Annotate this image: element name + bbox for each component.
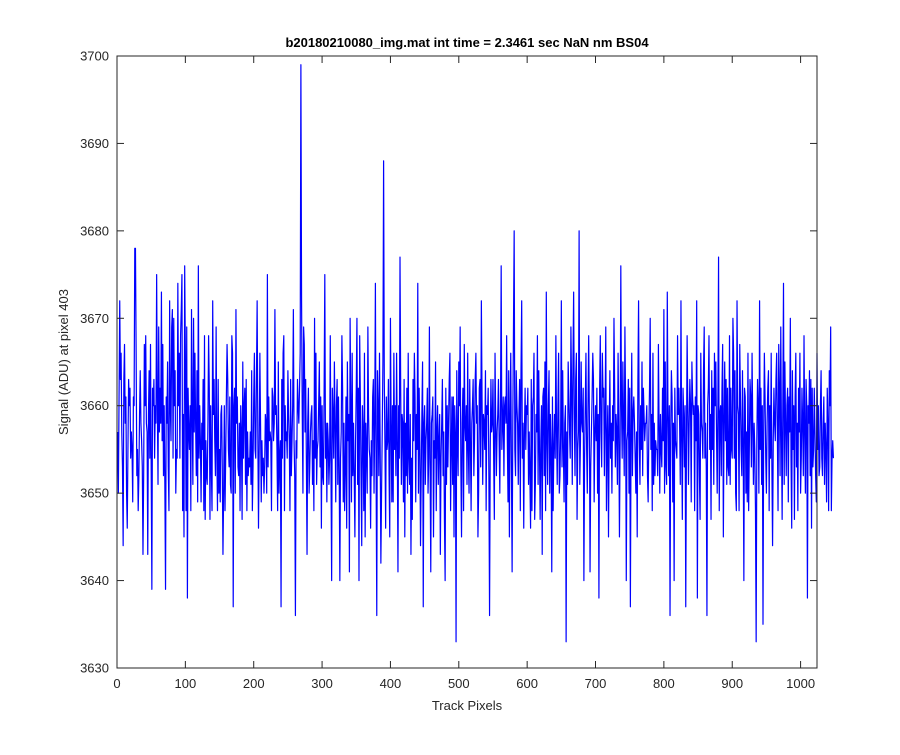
x-tick: 300 (311, 56, 333, 691)
x-tick-label: 100 (175, 676, 197, 691)
x-tick: 500 (448, 56, 470, 691)
y-tick: 3630 (80, 661, 817, 676)
x-tick: 1000 (786, 56, 815, 691)
y-tick-label: 3640 (80, 573, 109, 588)
y-tick: 3650 (80, 486, 817, 501)
y-tick-label: 3670 (80, 311, 109, 326)
x-ticks: 0 100 200 300 400 500 600 700 800 900 1000 (113, 56, 815, 691)
axes-box (116, 55, 818, 669)
x-tick-label: 900 (721, 676, 743, 691)
y-tick: 3700 (80, 49, 817, 64)
x-tick-label: 300 (311, 676, 333, 691)
axes-layer: 0 100 200 300 400 500 600 700 800 900 1000 3630 364… (80, 49, 818, 691)
x-tick-label: 200 (243, 676, 265, 691)
x-tick: 200 (243, 56, 265, 691)
x-tick: 0 (113, 56, 121, 691)
chart-title: b20180210080_img.mat int time = 2.3461 s… (285, 35, 649, 50)
y-tick-label: 3650 (80, 486, 109, 501)
x-tick: 900 (721, 56, 743, 691)
y-tick: 3660 (80, 398, 817, 413)
y-ticks: 3630 3640 3650 3660 3670 3680 3690 3700 (80, 49, 817, 676)
y-tick-label: 3690 (80, 136, 109, 151)
plot-area (117, 56, 817, 668)
x-tick-label: 500 (448, 676, 470, 691)
y-tick: 3690 (80, 136, 817, 151)
x-tick-label: 1000 (786, 676, 815, 691)
series-line-0 (117, 64, 835, 643)
x-axis-label: Track Pixels (432, 698, 503, 713)
y-tick-label: 3660 (80, 398, 109, 413)
x-tick-label: 700 (585, 676, 607, 691)
y-tick-label: 3700 (80, 49, 109, 64)
x-tick: 600 (516, 56, 538, 691)
x-tick: 800 (653, 56, 675, 691)
y-tick: 3640 (80, 573, 817, 588)
y-tick: 3680 (80, 223, 817, 238)
x-tick-label: 400 (380, 676, 402, 691)
y-axis-label: Signal (ADU) at pixel 403 (56, 289, 71, 435)
x-tick-label: 0 (113, 676, 120, 691)
x-tick: 100 (175, 56, 197, 691)
x-tick-label: 800 (653, 676, 675, 691)
x-tick: 700 (585, 56, 607, 691)
y-tick-label: 3630 (80, 661, 109, 676)
x-tick: 400 (380, 56, 402, 691)
x-tick-label: 600 (516, 676, 538, 691)
series-layer (117, 64, 835, 643)
y-tick: 3670 (80, 311, 817, 326)
y-tick-label: 3680 (80, 223, 109, 238)
